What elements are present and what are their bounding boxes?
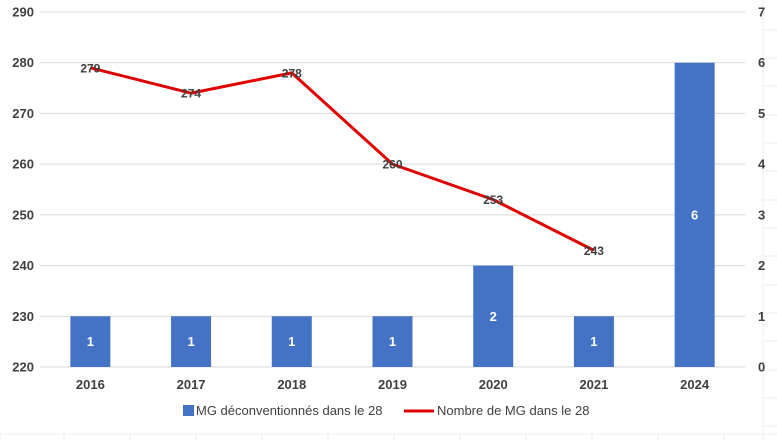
line-data-label: 278 [282,66,302,80]
left-tick-label: 220 [12,360,34,375]
left-tick-label: 250 [12,207,34,222]
bar-series: 1 1 1 1 2 1 6 [70,62,715,367]
right-tick-label: 6 [758,55,765,70]
x-tick-label: 2017 [177,377,206,392]
x-axis: 2016 2017 2018 2019 2020 2021 2024 [76,377,710,392]
bar [674,62,715,367]
line-data-label: 274 [181,87,201,101]
legend-label-bars: MG déconventionnés dans le 28 [196,403,382,418]
bar [271,316,312,367]
legend-label-line: Nombre de MG dans le 28 [437,403,589,418]
x-tick-label: 2024 [680,377,710,392]
legend-swatch-bar [183,405,194,416]
bar-data-label: 1 [187,334,194,349]
chart-gridlines [40,11,745,368]
bar-data-label: 1 [87,334,94,349]
bar [171,316,212,367]
bar-data-label: 6 [691,207,698,222]
bar [473,265,514,367]
line-data-label: 243 [584,244,604,258]
x-tick-label: 2020 [479,377,508,392]
right-y-axis: 0 1 2 3 4 5 6 7 [758,5,766,375]
x-tick-label: 2019 [378,377,407,392]
bar-data-label: 1 [389,334,396,349]
left-tick-label: 260 [12,157,34,172]
right-tick-label: 0 [758,360,765,375]
x-tick-label: 2021 [579,377,608,392]
left-tick-label: 230 [12,309,34,324]
bar [372,316,413,367]
bar [70,316,111,367]
right-tick-label: 1 [758,309,765,324]
right-tick-label: 5 [758,106,765,121]
line-series: 279 274 278 260 253 243 [80,61,604,258]
right-tick-label: 7 [758,5,765,20]
bar-data-label: 1 [590,334,597,349]
line-data-label: 279 [80,61,100,75]
bar [573,316,614,367]
x-tick-label: 2016 [76,377,105,392]
left-tick-label: 270 [12,106,34,121]
legend: MG déconventionnés dans le 28 Nombre de … [183,403,589,418]
right-tick-label: 2 [758,258,765,273]
line-data-label: 260 [382,158,402,172]
bar-data-label: 2 [490,309,497,324]
left-tick-label: 280 [12,55,34,70]
line-data-label: 253 [483,193,503,207]
left-y-axis: 220 230 240 250 260 270 280 290 [12,5,34,375]
bar-data-label: 1 [288,334,295,349]
left-tick-label: 240 [12,258,34,273]
left-tick-label: 290 [12,5,34,20]
x-tick-label: 2018 [277,377,306,392]
right-tick-label: 3 [758,207,765,222]
line-path [89,66,595,252]
right-tick-label: 4 [758,157,766,172]
